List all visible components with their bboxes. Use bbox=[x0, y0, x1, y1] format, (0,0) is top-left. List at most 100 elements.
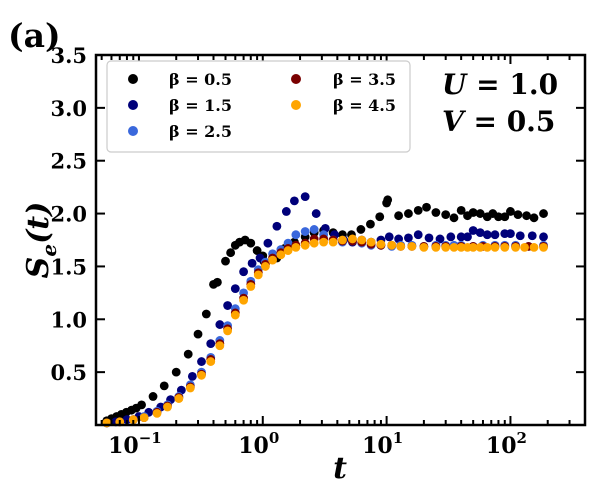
data-point-beta-1-5 bbox=[247, 258, 257, 268]
data-point-beta-1-5 bbox=[539, 232, 548, 242]
legend-label: β = 3.5 bbox=[333, 70, 396, 89]
data-point-beta-1-5 bbox=[230, 284, 240, 294]
data-point-beta-2-5 bbox=[309, 225, 319, 234]
data-point-beta-1-5 bbox=[446, 232, 456, 242]
data-point-beta-0-5 bbox=[212, 277, 222, 287]
data-point-beta-4-5 bbox=[431, 243, 441, 252]
y-axis-label: Se(t) bbox=[21, 202, 61, 279]
data-point-beta-4-5 bbox=[163, 402, 172, 412]
data-point-beta-1-5 bbox=[506, 229, 515, 239]
plot-frame bbox=[94, 53, 587, 427]
data-point-beta-4-5 bbox=[276, 250, 286, 260]
data-point-beta-1-5 bbox=[223, 301, 233, 310]
data-point-beta-4-5 bbox=[230, 310, 240, 320]
data-point-beta-4-5 bbox=[268, 255, 277, 265]
data-point-beta-1-5 bbox=[197, 357, 206, 366]
data-point-beta-1-5 bbox=[404, 233, 413, 243]
data-point-beta-0-5 bbox=[356, 225, 366, 234]
data-point-beta-4-5 bbox=[511, 243, 520, 252]
data-point-beta-0-5 bbox=[159, 381, 169, 391]
data-point-beta-1-5 bbox=[456, 232, 466, 242]
data-point-beta-2-5 bbox=[291, 230, 301, 240]
legend: β = 0.5 β = 1.5 β = 2.5 β = 3.5 β = 4.5 bbox=[106, 60, 411, 153]
data-point-beta-4-5 bbox=[174, 394, 184, 403]
data-point-beta-4-5 bbox=[253, 270, 263, 280]
data-point-beta-4-5 bbox=[300, 240, 310, 250]
data-point-beta-0-5 bbox=[201, 309, 211, 319]
x-tick-label: 101 bbox=[362, 429, 403, 459]
data-point-beta-0-5 bbox=[375, 212, 385, 222]
data-point-beta-4-5 bbox=[128, 415, 138, 425]
data-point-beta-1-5 bbox=[413, 230, 423, 240]
data-point-beta-1-5 bbox=[475, 228, 485, 238]
legend-label: β = 4.5 bbox=[333, 96, 396, 115]
data-point-beta-4-5 bbox=[500, 243, 510, 252]
y-tick-label: 2.5 bbox=[50, 149, 87, 174]
data-point-beta-0-5 bbox=[468, 208, 478, 217]
data-point-beta-4-5 bbox=[348, 234, 357, 244]
data-point-beta-4-5 bbox=[376, 239, 386, 249]
data-point-beta-4-5 bbox=[197, 370, 206, 380]
data-point-beta-4-5 bbox=[529, 243, 539, 252]
data-point-beta-1-5 bbox=[187, 371, 197, 381]
data-point-beta-4-5 bbox=[239, 295, 249, 305]
data-point-beta-0-5 bbox=[366, 219, 375, 229]
data-point-beta-4-5 bbox=[319, 237, 329, 247]
legend-marker bbox=[291, 74, 301, 84]
data-point-beta-0-5 bbox=[506, 207, 515, 216]
data-point-beta-1-5 bbox=[482, 230, 492, 240]
data-points bbox=[102, 192, 548, 428]
data-point-beta-4-5 bbox=[357, 235, 367, 245]
legend-marker bbox=[128, 74, 138, 84]
data-point-beta-0-5 bbox=[246, 238, 256, 248]
legend-marker bbox=[128, 100, 138, 110]
data-point-beta-1-5 bbox=[263, 238, 273, 248]
data-point-beta-4-5 bbox=[468, 243, 478, 252]
x-tick-label: 102 bbox=[486, 429, 527, 459]
data-point-beta-4-5 bbox=[185, 383, 195, 393]
data-point-beta-4-5 bbox=[223, 326, 233, 336]
data-point-beta-0-5 bbox=[394, 211, 404, 221]
data-point-beta-4-5 bbox=[246, 282, 256, 291]
data-point-beta-0-5 bbox=[449, 213, 459, 223]
data-point-beta-1-5 bbox=[311, 209, 321, 218]
data-point-beta-1-5 bbox=[435, 234, 445, 244]
data-point-beta-1-5 bbox=[490, 230, 500, 240]
data-point-beta-4-5 bbox=[441, 243, 451, 252]
data-point-beta-4-5 bbox=[215, 341, 225, 351]
data-point-beta-0-5 bbox=[431, 208, 441, 217]
data-point-beta-1-5 bbox=[515, 231, 525, 241]
data-point-beta-0-5 bbox=[183, 349, 193, 359]
data-point-beta-0-5 bbox=[441, 210, 451, 220]
data-point-beta-1-5 bbox=[239, 267, 249, 277]
data-point-beta-4-5 bbox=[475, 243, 485, 252]
parameter-annotations: U = 1.0 V = 0.5 bbox=[442, 68, 558, 138]
data-point-beta-0-5 bbox=[252, 246, 262, 255]
data-point-beta-0-5 bbox=[404, 209, 413, 218]
data-point-beta-4-5 bbox=[328, 237, 338, 247]
legend-marker bbox=[128, 126, 138, 136]
y-tick-label: 3.0 bbox=[50, 96, 87, 121]
data-point-beta-4-5 bbox=[309, 238, 319, 248]
data-point-beta-0-5 bbox=[494, 212, 503, 222]
data-point-beta-0-5 bbox=[529, 213, 539, 223]
data-point-beta-1-5 bbox=[122, 415, 132, 425]
data-point-beta-4-5 bbox=[520, 243, 529, 252]
data-point-beta-4-5 bbox=[387, 240, 397, 250]
data-point-beta-1-5 bbox=[300, 192, 310, 202]
data-point-beta-1-5 bbox=[468, 226, 478, 235]
x-axis-label: t bbox=[333, 451, 347, 486]
data-point-beta-4-5 bbox=[366, 237, 376, 247]
y-tick-label: 1.5 bbox=[50, 254, 87, 279]
panel-label: (a) bbox=[8, 16, 61, 55]
data-point-beta-0-5 bbox=[383, 195, 393, 205]
data-point-beta-0-5 bbox=[422, 202, 431, 212]
x-tick-label: 100 bbox=[238, 429, 279, 459]
data-point-beta-4-5 bbox=[139, 413, 149, 422]
data-point-beta-0-5 bbox=[513, 210, 523, 220]
data-point-beta-4-5 bbox=[261, 262, 270, 271]
y-tick-label: 1.0 bbox=[50, 307, 87, 332]
data-point-beta-4-5 bbox=[490, 243, 500, 252]
data-point-beta-1-5 bbox=[463, 232, 472, 242]
data-point-beta-4-5 bbox=[419, 243, 429, 252]
